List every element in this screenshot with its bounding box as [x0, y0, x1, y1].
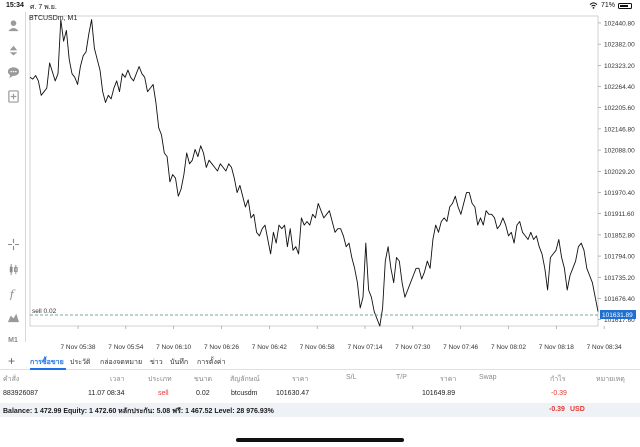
order-time: 11.07 08:34 — [88, 390, 125, 397]
balance-total-profit: -0.39 — [549, 406, 565, 413]
tab-trade[interactable]: การซื้อขาย — [30, 359, 64, 366]
chart-toolbar: f M1 — [0, 12, 26, 344]
status-right: 71% — [589, 2, 632, 9]
indicators-icon[interactable]: f — [6, 286, 20, 300]
chat-icon[interactable] — [6, 65, 20, 79]
y-tick-label: 101735.20 — [604, 275, 635, 282]
col-profit: กำไร — [550, 376, 566, 383]
x-tick-label: 7 Nov 08:02 — [491, 344, 526, 351]
y-tick-label: 101970.40 — [604, 190, 635, 197]
battery-icon — [618, 2, 632, 9]
tab-settings[interactable]: การตั้งค่า — [197, 359, 226, 366]
y-tick-label: 102088.00 — [604, 148, 635, 155]
x-tick-label: 7 Nov 08:34 — [587, 344, 622, 351]
order-type: sell — [158, 390, 169, 397]
order-volume: 0.02 — [196, 390, 210, 397]
x-tick-label: 7 Nov 07:46 — [443, 344, 478, 351]
terminal-tabs: + การซื้อขาย ประวัติ กล่องจดหมาย ข่าว บั… — [0, 354, 640, 370]
x-tick-label: 7 Nov 05:54 — [108, 344, 143, 351]
col-sl: S/L — [346, 374, 357, 381]
order-id: 883926087 — [3, 390, 39, 397]
battery-percent: 71% — [600, 2, 615, 9]
order-symbol: btcusdm — [231, 390, 258, 397]
candlestick-icon[interactable] — [6, 262, 20, 276]
tab-journal[interactable]: บันทึก — [170, 359, 189, 366]
current-price-marker — [600, 310, 636, 320]
balance-currency: USD — [570, 406, 585, 413]
y-tick-label: 102382.00 — [604, 42, 635, 49]
order-profit: -0.39 — [551, 390, 567, 397]
col-type: ประเภท — [148, 376, 172, 383]
status-time: 15:34 — [6, 2, 24, 9]
col-open-price: ราคา — [292, 376, 309, 383]
x-tick-label: 7 Nov 07:30 — [395, 344, 430, 351]
tab-news[interactable]: ข่าว — [150, 359, 163, 366]
col-price: ราคา — [440, 376, 457, 383]
plot-frame — [29, 15, 599, 327]
col-time: เวลา — [110, 376, 125, 383]
x-tick-label: 7 Nov 08:18 — [539, 344, 574, 351]
new-order-icon[interactable] — [6, 89, 20, 103]
x-tick-label: 7 Nov 06:10 — [156, 344, 191, 351]
crosshair-icon[interactable] — [6, 237, 20, 251]
account-icon[interactable] — [6, 18, 20, 32]
y-tick-label: 102323.20 — [604, 63, 635, 70]
x-tick-label: 7 Nov 06:26 — [204, 344, 239, 351]
col-tp: T/P — [396, 374, 407, 381]
x-tick-label: 7 Nov 06:58 — [300, 344, 335, 351]
current-price-label: 101631.89 — [602, 312, 633, 319]
orders-table-header: คำสั่ง เวลา ประเภท ขนาด สัญลักษณ์ ราคา S… — [0, 372, 640, 386]
balance-bar: Balance: 1 472.99 Equity: 1 472.60 หลักป… — [0, 403, 640, 417]
y-tick-label: 102146.80 — [604, 126, 635, 133]
x-tick-label: 7 Nov 06:42 — [252, 344, 287, 351]
active-tab-indicator — [30, 368, 66, 370]
tab-mailbox[interactable]: กล่องจดหมาย — [100, 359, 143, 366]
col-volume: ขนาด — [194, 376, 213, 383]
status-date: ศ. 7 พ.ย. — [30, 4, 57, 11]
x-tick-label: 7 Nov 07:14 — [347, 344, 382, 351]
trade-arrows-icon[interactable] — [6, 42, 20, 56]
y-tick-label: 101676.40 — [604, 296, 635, 303]
chart-svg[interactable]: 102440.80 102382.00 102323.20 102264.40 1022… — [26, 12, 640, 354]
y-tick-label: 102264.40 — [604, 84, 635, 91]
add-icon[interactable]: + — [8, 354, 16, 368]
timeframe-label[interactable]: M1 — [8, 336, 18, 344]
col-order: คำสั่ง — [3, 376, 20, 383]
col-symbol: สัญลักษณ์ — [230, 376, 260, 383]
y-tick-label: 101911.60 — [604, 211, 635, 218]
col-comment: หมายเหตุ — [596, 376, 625, 383]
y-tick-label: 101852.80 — [604, 232, 635, 239]
order-line-label: sell 0.02 — [32, 308, 57, 315]
wifi-icon — [589, 2, 598, 9]
order-open-price: 101630.47 — [276, 390, 310, 397]
table-row[interactable]: 883926087 11.07 08:34 sell 0.02 btcusdm … — [0, 388, 640, 402]
y-tick-label: 102205.60 — [604, 105, 635, 112]
x-tick-label: 7 Nov 05:38 — [60, 344, 95, 351]
chart-symbol: BTCUSDm, M1 — [29, 15, 78, 22]
objects-icon[interactable] — [6, 310, 20, 324]
balance-summary: Balance: 1 472.99 Equity: 1 472.60 หลักป… — [3, 408, 274, 415]
home-indicator — [236, 438, 404, 442]
y-tick-label: 102440.80 — [604, 20, 635, 27]
price-series-line — [29, 19, 599, 327]
col-swap: Swap — [479, 374, 497, 381]
y-tick-label: 101617.60 — [604, 317, 635, 324]
y-tick-label: 102029.20 — [604, 169, 635, 176]
price-chart[interactable]: 102440.80 102382.00 102323.20 102264.40 1022… — [26, 12, 640, 354]
tab-history[interactable]: ประวัติ — [70, 359, 91, 366]
y-tick-label: 101794.00 — [604, 254, 635, 261]
order-current-price: 101649.89 — [422, 390, 456, 397]
status-bar: 15:34 ศ. 7 พ.ย. 71% — [0, 0, 640, 13]
svg-text:f: f — [8, 288, 15, 300]
